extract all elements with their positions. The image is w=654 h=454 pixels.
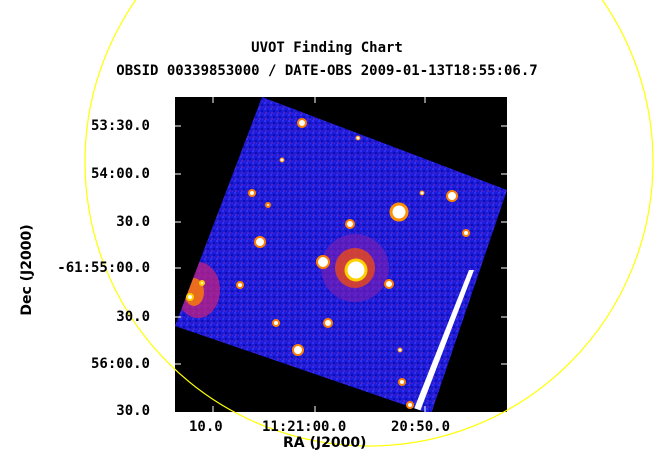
- y-tick-label: 53:30.0: [90, 118, 150, 134]
- y-tick-label: 56:00.0: [90, 356, 150, 372]
- source-star: [419, 190, 425, 196]
- source-star: [397, 347, 403, 353]
- source-star: [406, 401, 414, 409]
- frame-ticks: [175, 97, 507, 412]
- y-tick-label: 54:00.0: [90, 166, 150, 182]
- sources: [186, 118, 470, 409]
- x-tick-label: 20:50.0: [391, 419, 451, 435]
- fov-circle: [84, 0, 654, 447]
- source-star: [279, 157, 285, 163]
- source-star: [254, 236, 266, 248]
- source-star: [236, 281, 244, 289]
- source-star: [292, 344, 304, 356]
- source-star: [186, 293, 194, 301]
- edge-streak: [412, 270, 474, 412]
- y-tick-label: 30.0: [116, 214, 150, 230]
- x-axis-label: RA (J2000): [283, 435, 367, 451]
- source-star: [248, 189, 256, 197]
- chart-subtitle: OBSID 00339853000 / DATE-OBS 2009-01-13T…: [116, 63, 538, 79]
- source-star: [355, 135, 361, 141]
- source-star: [272, 319, 280, 327]
- source-star: [199, 280, 205, 286]
- source-star: [389, 202, 409, 222]
- y-tick-label: 30.0: [116, 403, 150, 419]
- y-tick-label: -61:55:00.0: [57, 260, 150, 276]
- source-star: [462, 229, 470, 237]
- source-star: [384, 279, 394, 289]
- source-star: [398, 378, 406, 386]
- source-star: [345, 219, 355, 229]
- source-star: [297, 118, 307, 128]
- chart-title: UVOT Finding Chart: [251, 40, 403, 56]
- x-tick-label: 11:21:00.0: [262, 419, 347, 435]
- source-star: [265, 202, 271, 208]
- y-axis-label: Dec (J2000): [19, 224, 35, 316]
- source-star: [446, 190, 458, 202]
- y-tick-label: 30.0: [116, 309, 150, 325]
- x-tick-label: 10.0: [189, 419, 223, 435]
- source-star: [316, 255, 330, 269]
- source-star: [323, 318, 333, 328]
- source-galaxy-nucleus: [344, 258, 368, 282]
